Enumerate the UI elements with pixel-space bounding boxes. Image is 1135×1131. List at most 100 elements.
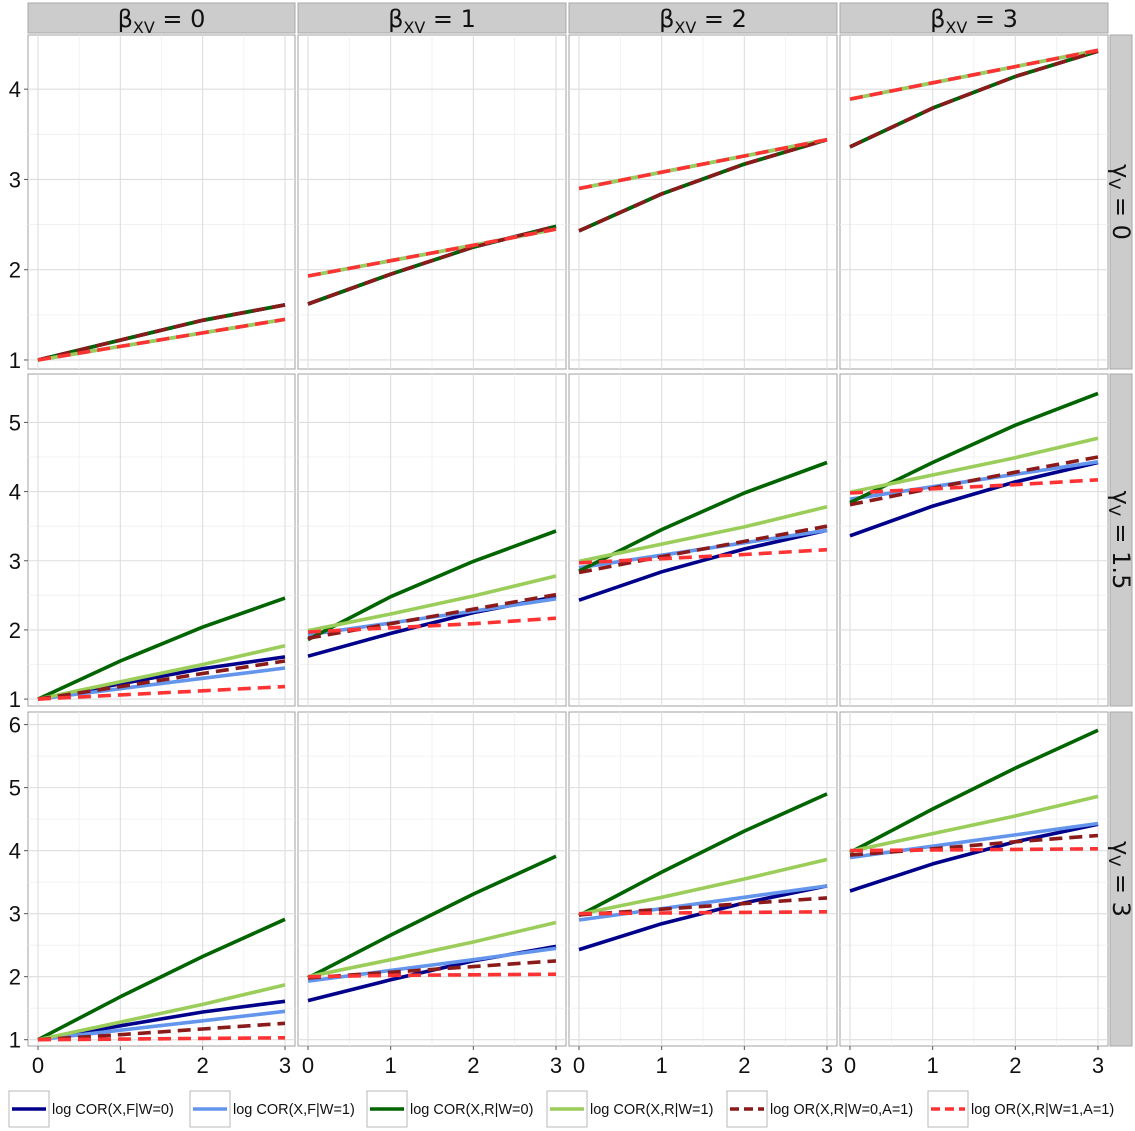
legend-label: log OR(X,R|W=1,A=1) xyxy=(971,1102,1114,1118)
facet-strip-label: γV = 1.5 xyxy=(1106,491,1135,590)
y-tick-label: 1 xyxy=(9,348,21,373)
series-line-1 xyxy=(578,528,828,602)
series-line-5 xyxy=(37,1021,286,1042)
x-tick-label: 1 xyxy=(385,1053,397,1078)
series-group-r2-c3 xyxy=(849,728,1099,893)
legend-label: log COR(X,F|W=1) xyxy=(233,1102,355,1118)
series-line-3 xyxy=(37,596,286,701)
x-tick-label: 0 xyxy=(573,1053,585,1078)
series-line-5 xyxy=(849,455,1099,507)
panel-r2-c2 xyxy=(568,711,838,1047)
facet-strip-label: γV = 3 xyxy=(1106,841,1135,917)
facet-strip-label: βXV = 3 xyxy=(930,5,1018,37)
x-tick-label: 0 xyxy=(844,1053,856,1078)
x-tick-label: 3 xyxy=(821,1053,833,1078)
legend-item-6: log OR(X,R|W=1,A=1) xyxy=(927,1090,1114,1128)
series-line-6 xyxy=(307,227,557,278)
facet-strip-label: γV = 0 xyxy=(1106,164,1135,240)
legend-item-4: log COR(X,R|W=1) xyxy=(546,1090,713,1128)
x-tick-label: 0 xyxy=(32,1053,44,1078)
facet-strip-col xyxy=(568,2,838,34)
series-line-3 xyxy=(578,792,828,918)
series-line-4 xyxy=(849,794,1099,854)
y-tick-label: 2 xyxy=(9,965,21,990)
series-group-r0-c0 xyxy=(37,303,286,362)
series-line-6 xyxy=(578,137,828,191)
panel-r2-c3 xyxy=(839,711,1109,1047)
series-line-4 xyxy=(307,574,557,633)
series-line-4 xyxy=(37,644,286,701)
panel-r0-c0 xyxy=(27,34,296,370)
y-tick-label: 6 xyxy=(9,713,21,738)
x-tick-label: 2 xyxy=(197,1053,209,1078)
x-tick-label: 3 xyxy=(550,1053,562,1078)
series-line-3 xyxy=(37,917,286,1042)
facet-strip-label: βXV = 1 xyxy=(388,5,476,37)
y-tick-label: 4 xyxy=(9,839,21,864)
y-tick-label: 3 xyxy=(9,549,21,574)
x-tick-label: 0 xyxy=(302,1053,314,1078)
series-line-6 xyxy=(37,684,286,701)
panel-r1-c0 xyxy=(27,373,296,707)
y-tick-label: 3 xyxy=(9,902,21,927)
facet-strip-col xyxy=(297,2,567,34)
series-line-6 xyxy=(307,616,557,634)
series-group-r2-c2 xyxy=(578,792,828,952)
legend: log COR(X,F|W=0) log COR(X,F|W=1) log COR(… xyxy=(8,1090,1114,1128)
series-group-r2-c1 xyxy=(307,854,557,1003)
plot-panels xyxy=(27,34,1109,1047)
series-line-6 xyxy=(578,547,828,565)
series-group-r1-c0 xyxy=(37,596,286,701)
panel-r1-c1 xyxy=(297,373,567,707)
y-tick-label: 3 xyxy=(9,167,21,192)
legend-item-5: log OR(X,R|W=0,A=1) xyxy=(726,1090,913,1128)
series-line-4 xyxy=(849,436,1099,495)
series-line-3 xyxy=(578,460,828,573)
series-group-r0-c1 xyxy=(307,224,557,306)
panel-r1-c2 xyxy=(568,373,838,707)
series-line-6 xyxy=(578,910,828,916)
facet-strip-label: βXV = 2 xyxy=(659,5,747,37)
y-tick-label: 2 xyxy=(9,618,21,643)
series-line-1 xyxy=(849,822,1099,893)
y-tick-label: 1 xyxy=(9,687,21,712)
series-line-4 xyxy=(578,505,828,564)
x-tick-label: 1 xyxy=(656,1053,668,1078)
series-line-1 xyxy=(37,999,286,1042)
legend-label: log COR(X,R|W=1) xyxy=(590,1102,713,1118)
series-line-5 xyxy=(578,137,828,233)
x-tick-label: 3 xyxy=(279,1053,291,1078)
facet-strip-row xyxy=(1109,34,1133,370)
series-line-3 xyxy=(307,854,557,980)
x-tick-label: 2 xyxy=(467,1053,479,1078)
series-group-r1-c2 xyxy=(578,460,828,602)
panel-r2-c0 xyxy=(27,711,296,1047)
series-line-4 xyxy=(307,920,557,979)
series-line-4 xyxy=(578,857,828,917)
series-line-2 xyxy=(37,1009,286,1042)
series-line-5 xyxy=(849,49,1099,149)
x-tick-label: 1 xyxy=(927,1053,939,1078)
y-tick-label: 5 xyxy=(9,776,21,801)
legend-item-3: log COR(X,R|W=0) xyxy=(366,1090,533,1128)
x-tick-label: 2 xyxy=(738,1053,750,1078)
legend-item-2: log COR(X,F|W=1) xyxy=(189,1090,355,1128)
facet-strip-row xyxy=(1109,373,1133,707)
series-line-6 xyxy=(37,317,286,362)
facet-strip-row xyxy=(1109,711,1133,1047)
series-line-5 xyxy=(37,303,286,362)
y-tick-label: 5 xyxy=(9,410,21,435)
series-group-r1-c1 xyxy=(307,529,557,658)
y-tick-label: 1 xyxy=(9,1028,21,1053)
series-group-r0-c2 xyxy=(578,137,828,233)
series-line-4 xyxy=(37,983,286,1042)
series-line-6 xyxy=(849,478,1099,495)
panel-r0-c1 xyxy=(297,34,567,370)
series-line-5 xyxy=(307,224,557,306)
y-tick-label: 2 xyxy=(9,258,21,283)
series-line-1 xyxy=(849,460,1099,538)
series-line-3 xyxy=(849,728,1099,855)
x-tick-label: 1 xyxy=(114,1053,126,1078)
